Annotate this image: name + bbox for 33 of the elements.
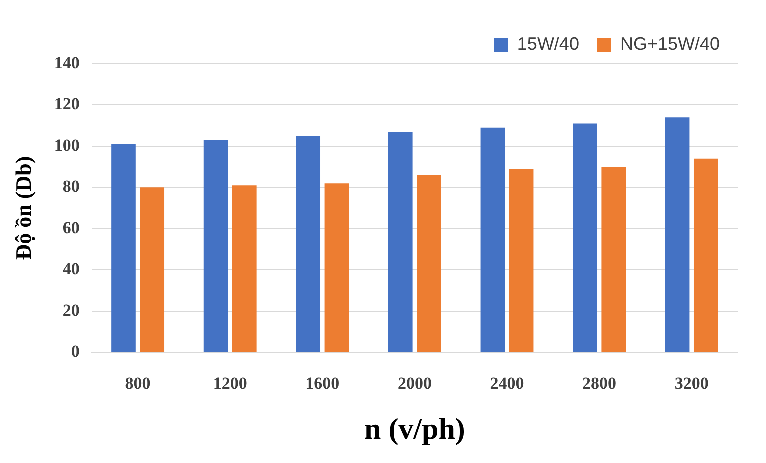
x-tick-label: 2000 [398,374,432,394]
bar [480,128,506,352]
bar [665,118,690,352]
bar [112,144,136,352]
x-axis-title: n (v/ph) [364,412,466,446]
y-tick-label: 20 [62,300,80,320]
x-tick-label: 2800 [582,374,617,394]
bar [573,124,598,352]
legend-label: NG+15W/40 [620,34,720,54]
bar [417,175,442,352]
bar [232,186,257,352]
y-tick-label: 140 [54,53,80,72]
x-tick-label: 3200 [674,374,709,394]
x-tick-label: 800 [125,374,151,394]
bar [296,136,321,352]
x-tick-label: 2400 [490,374,524,394]
x-tick-label: 1600 [306,374,340,394]
bar [140,188,165,352]
y-tick-label: 40 [62,260,80,279]
y-tick-label: 0 [71,342,80,361]
y-tick-label: 120 [54,94,80,114]
bar [388,132,413,352]
x-tick-label: 1200 [213,374,248,394]
y-tick-label: 100 [54,136,80,155]
bar [509,169,534,352]
y-axis-title: Độ ồn (Db) [10,156,36,260]
bar [324,184,350,352]
bar [602,167,626,352]
y-tick-label: 80 [62,177,80,196]
bar [694,158,718,352]
legend-label: 15W/40 [517,34,580,54]
y-tick-label: 60 [62,218,80,238]
bar [204,140,228,352]
